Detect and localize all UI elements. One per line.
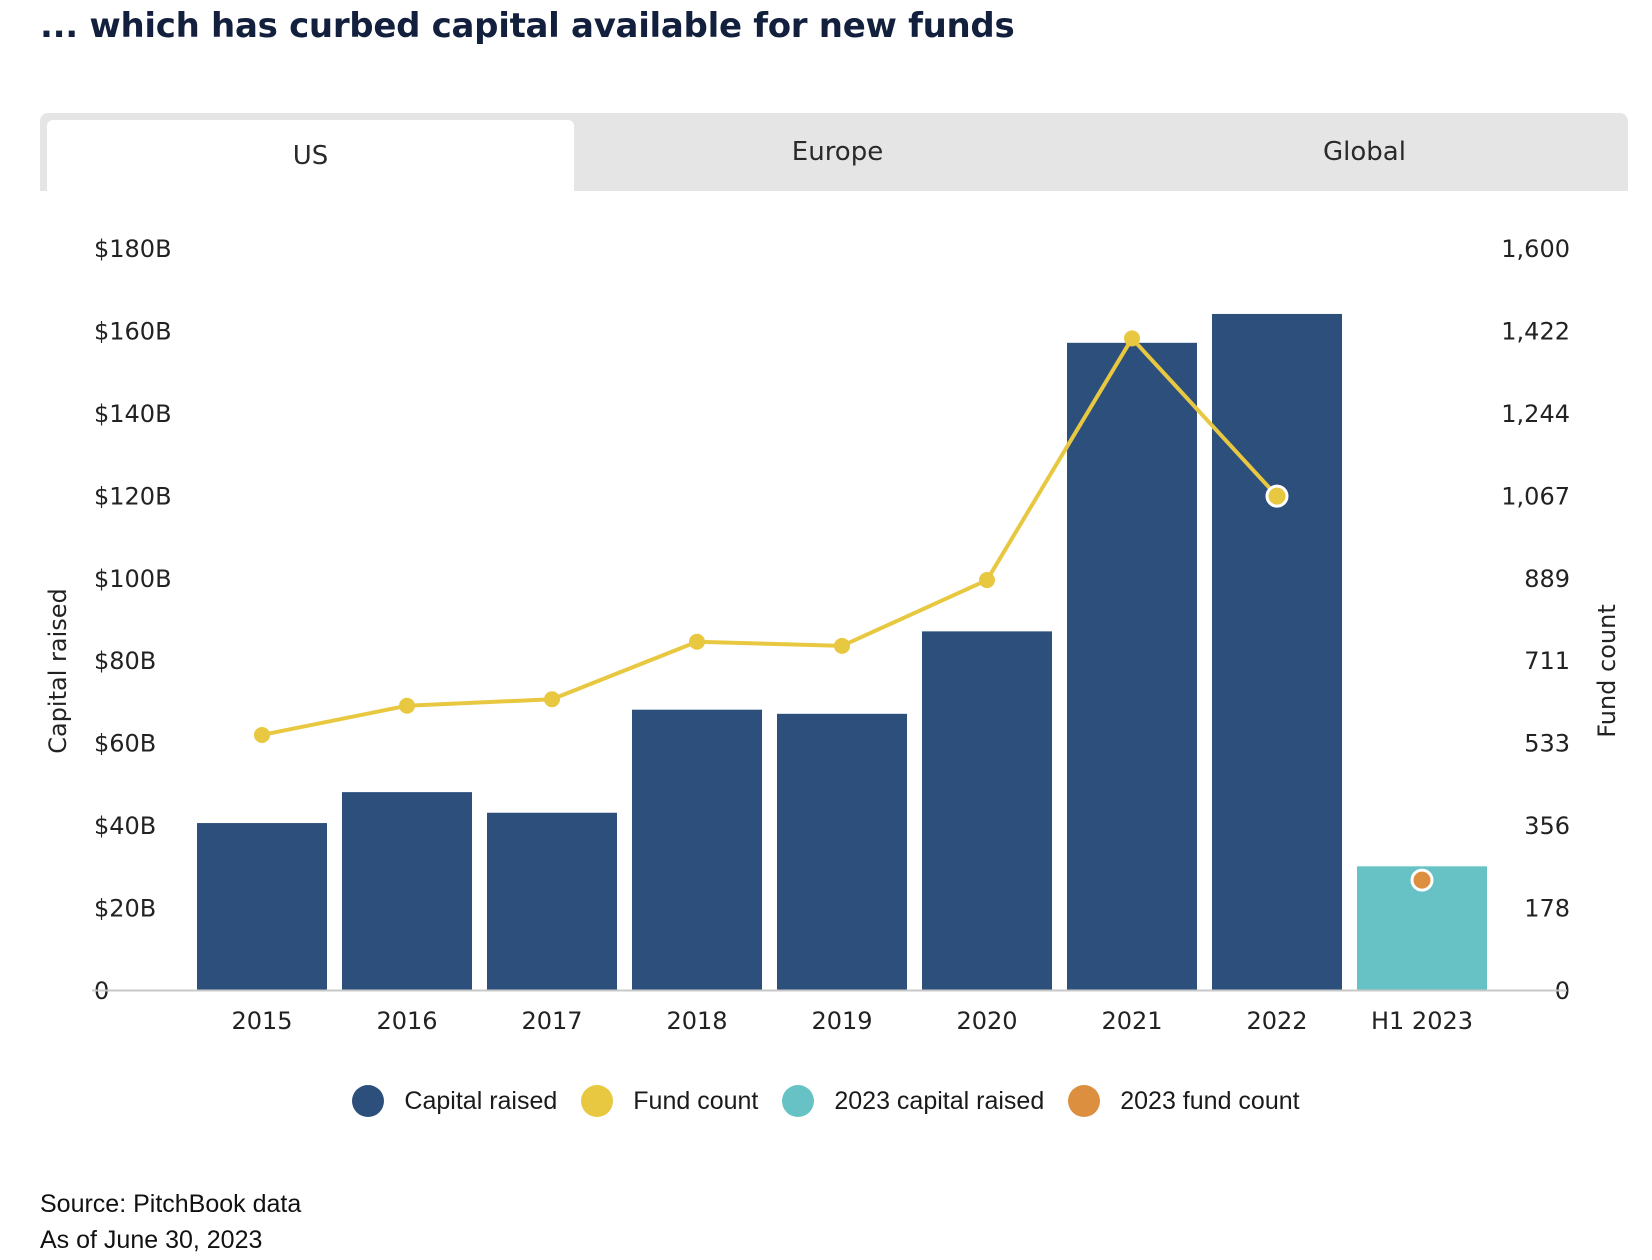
bar-2018[interactable]: [632, 709, 762, 990]
legend-label: Capital raised: [404, 1086, 558, 1115]
left-axis-tick-label: $20B: [94, 895, 156, 923]
right-axis-tick-label: 711: [1524, 647, 1570, 675]
tab-europe[interactable]: Europe: [791, 137, 884, 167]
bar-2021[interactable]: [1067, 342, 1197, 990]
fund-count-point-2018[interactable]: [689, 633, 705, 650]
fund-count-point-2019[interactable]: [834, 637, 850, 654]
legend-item-2023-capital-raised[interactable]: 2023 capital raised: [782, 1085, 1044, 1117]
fund-count-point-2022[interactable]: [1265, 484, 1289, 508]
left-axis-tick-label: $120B: [94, 482, 172, 510]
fund-count-2023-point[interactable]: [1410, 868, 1434, 892]
fund-count-point-2017[interactable]: [544, 691, 560, 708]
tab-global[interactable]: Global: [1323, 137, 1406, 167]
right-axis-tick-label: 1,600: [1501, 235, 1570, 263]
source-text: Source: PitchBook data: [40, 1190, 302, 1218]
bars-layer: [197, 313, 1487, 990]
left-axis-tick-label: $60B: [94, 730, 156, 758]
left-axis-tick-label: $160B: [94, 317, 172, 345]
right-axis-tick-label: 533: [1524, 730, 1570, 758]
legend-swatch-2023-capital-raised: [782, 1085, 815, 1117]
x-axis-tick-label: 2020: [956, 1007, 1017, 1035]
left-axis-tick-label: $80B: [94, 647, 156, 675]
right-axis-label: Fund count: [1593, 604, 1621, 738]
left-axis-tick-label: $100B: [94, 565, 172, 593]
legend: Capital raised Fund count 2023 capital r…: [0, 1085, 1652, 1117]
legend-item-capital-raised[interactable]: Capital raised: [352, 1085, 557, 1117]
as-of-date: As of June 30, 2023: [40, 1226, 263, 1254]
combo-chart: 0$20B$40B$60B$80B$100B$120B$140B$160B$18…: [44, 235, 1621, 1035]
x-axis-tick-label: 2015: [231, 1007, 292, 1035]
region-tabs: US Europe Global: [40, 113, 1628, 191]
x-axis-tick-label: 2018: [666, 1007, 727, 1035]
x-axis-tick-label: 2017: [521, 1007, 582, 1035]
x-axis-tick-label: H1 2023: [1371, 1007, 1473, 1035]
source-note: Source: PitchBook data As of June 30, 20…: [40, 1186, 301, 1258]
legend-item-fund-count[interactable]: Fund count: [581, 1085, 758, 1117]
fund-count-line-layer: [254, 330, 1434, 892]
legend-swatch-fund-count: [581, 1085, 614, 1117]
bar-2022[interactable]: [1212, 313, 1342, 990]
fund-count-line: [261, 335, 1279, 737]
fund-count-point-2021[interactable]: [1124, 330, 1140, 347]
bar-2017[interactable]: [487, 812, 617, 990]
x-axis-tick-labels: 2015 2016 2017 2018 2019 2020 2021 2022 H1 2023: [231, 1007, 1473, 1035]
right-axis-tick-label: 1,422: [1501, 317, 1570, 345]
legend-swatch-capital-raised: [352, 1085, 385, 1117]
bar-2019[interactable]: [777, 713, 907, 990]
left-axis-label: Capital raised: [44, 588, 72, 754]
fund-count-point-2020[interactable]: [979, 572, 995, 589]
fund-count-point-2016[interactable]: [399, 697, 415, 714]
x-axis-tick-label: 2021: [1101, 1007, 1162, 1035]
left-axis-tick-label: $140B: [94, 400, 172, 428]
right-axis-tick-label: 178: [1524, 895, 1570, 923]
left-axis-tick-label: $180B: [94, 235, 172, 263]
right-axis-tick-label: 356: [1524, 812, 1570, 840]
fund-count-point-2015[interactable]: [254, 726, 270, 743]
right-axis-tick-label: 1,244: [1501, 400, 1570, 428]
legend-swatch-2023-fund-count: [1068, 1085, 1101, 1117]
legend-label: 2023 fund count: [1120, 1086, 1300, 1115]
legend-item-2023-fund-count[interactable]: 2023 fund count: [1068, 1085, 1300, 1117]
left-axis-tick-label: $40B: [94, 812, 156, 840]
chart-title: ... which has curbed capital available f…: [40, 6, 1015, 46]
x-axis-tick-label: 2022: [1246, 1007, 1307, 1035]
x-axis-tick-label: 2016: [376, 1007, 437, 1035]
right-axis-tick-label: 1,067: [1501, 482, 1570, 510]
bar-2016[interactable]: [342, 792, 472, 990]
left-axis-ticks: 0$20B$40B$60B$80B$100B$120B$140B$160B$18…: [94, 235, 172, 1005]
x-axis-tick-label: 2019: [811, 1007, 872, 1035]
right-axis-tick-label: 889: [1524, 565, 1570, 593]
tab-us[interactable]: US: [47, 120, 574, 191]
bar-2020[interactable]: [922, 631, 1052, 990]
bar-2015[interactable]: [197, 823, 327, 990]
legend-label: Fund count: [633, 1086, 759, 1115]
legend-label: 2023 capital raised: [834, 1086, 1045, 1115]
